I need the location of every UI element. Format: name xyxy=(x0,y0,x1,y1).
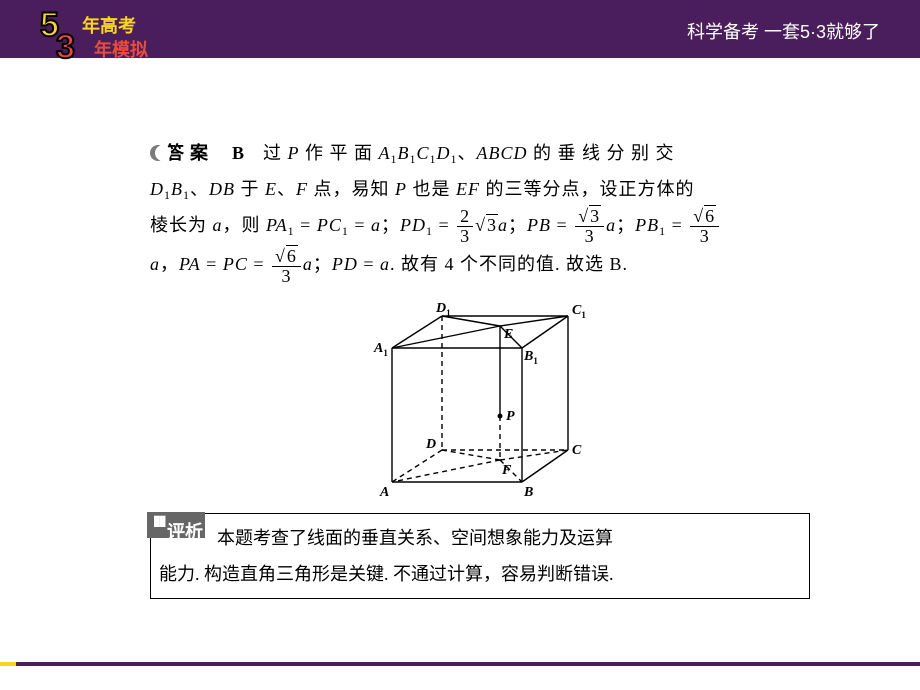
footer-line xyxy=(0,662,920,666)
logo-text-1: 年高考 xyxy=(82,12,136,38)
answer-line-1: 答案B过 P 作 平 面 A1B1C1D1、ABCD 的 垂 线 分 别 交 xyxy=(150,135,810,171)
svg-text:B1: B1 xyxy=(523,349,538,366)
brand-logo: 5 3 年高考 年模拟 xyxy=(40,6,190,66)
crescent-icon xyxy=(150,145,166,161)
header-bar: 5 3 年高考 年模拟 科学备考 一套5·3就够了 xyxy=(0,0,920,58)
cube-svg: A B C D A1 B1 C1 D1 E F P xyxy=(350,290,610,500)
analysis-text-1: 本题考查了线面的垂直关系、空间想象能力及运算 xyxy=(217,528,613,548)
answer-line-3: 棱长为 a，则 PA1 = PC1 = a；PD1 = 233a；PB = 33… xyxy=(150,207,810,246)
answer-line-2: D1B1、DB 于 E、F 点，易知 P 也是 EF 的三等分点，设正方体的 xyxy=(150,171,810,207)
svg-text:C1: C1 xyxy=(572,303,586,320)
fraction-r6-3a: 63 xyxy=(690,207,719,246)
fraction-r3-3: 33 xyxy=(575,207,604,246)
analysis-text-2: 能力. 构造直角三角形是关键. 不通过计算，容易判断错误. xyxy=(159,564,614,584)
fraction-2-3: 23 xyxy=(457,207,473,246)
sqrt-3: 3 xyxy=(475,207,498,243)
svg-text:D: D xyxy=(425,437,436,452)
cube-figure: A B C D A1 B1 C1 D1 E F P xyxy=(150,290,810,505)
answer-label: 答案 xyxy=(166,143,214,163)
answer-line-4: a，PA = PC = 63a；PD = a. 故有 4 个不同的值. 故选 B… xyxy=(150,246,810,285)
header-slogan: 科学备考 一套5·3就够了 xyxy=(687,18,880,44)
logo-text-2: 年模拟 xyxy=(94,36,148,62)
logo-digit-3: 3 xyxy=(56,28,75,67)
svg-text:P: P xyxy=(506,409,515,424)
svg-text:C: C xyxy=(572,443,582,458)
svg-text:D1: D1 xyxy=(435,301,451,318)
main-content: 答案B过 P 作 平 面 A1B1C1D1、ABCD 的 垂 线 分 别 交 D… xyxy=(150,135,810,599)
svg-text:A: A xyxy=(379,485,389,500)
answer-choice: B xyxy=(232,143,245,163)
svg-text:E: E xyxy=(503,327,513,342)
footer-accent xyxy=(0,662,16,666)
analysis-tag: 评析 xyxy=(167,514,203,550)
pause-icon: ▮▮ xyxy=(153,508,164,536)
svg-text:F: F xyxy=(501,463,512,478)
svg-text:A1: A1 xyxy=(373,341,388,358)
fraction-r6-3b: 63 xyxy=(272,247,301,286)
svg-text:B: B xyxy=(523,485,533,500)
analysis-box: ▮▮ 评析 本题考查了线面的垂直关系、空间想象能力及运算 能力. 构造直角三角形… xyxy=(150,513,810,599)
